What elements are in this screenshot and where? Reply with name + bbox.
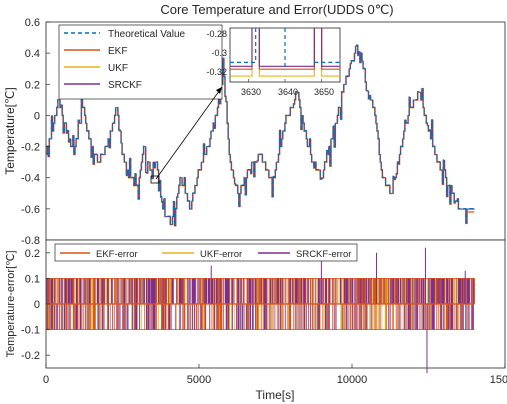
inset-y-tick-2: -0.3 bbox=[211, 48, 227, 58]
bottom-y-tick-label-0: 0.2 bbox=[25, 248, 40, 260]
top-y-tick-label-3: 0 bbox=[34, 110, 40, 122]
top-y-tick-label-2: 0.2 bbox=[25, 79, 40, 91]
top-legend-box bbox=[58, 24, 223, 100]
top-series-theoretical-line bbox=[46, 44, 475, 226]
top-y-tick-label-7: -0.8 bbox=[21, 235, 40, 247]
bottom-y-tick-label-4: -0.2 bbox=[21, 350, 40, 362]
top-y-tick-label-0: 0.6 bbox=[25, 17, 40, 29]
bottom-y-axis-label: Temperature-error[℃] bbox=[5, 250, 17, 357]
top-y-tick-label-6: -0.6 bbox=[21, 204, 40, 216]
inset-callout-arrowhead bbox=[216, 87, 222, 94]
inset-y-tick-3: -0.32 bbox=[206, 67, 227, 77]
bottom-x-tick-label-2: 10000 bbox=[337, 374, 368, 386]
top-plot-series bbox=[45, 44, 475, 227]
legend-label-ekf: EKF bbox=[108, 46, 127, 57]
inset-x-tick-2: 3640 bbox=[278, 87, 298, 97]
chart-title: Core Temperature and Error(UDDS 0℃) bbox=[160, 2, 393, 17]
bottom-plot-series bbox=[46, 247, 476, 374]
bottom-legend: EKF-error UKF-error SRCKF-error bbox=[54, 243, 358, 262]
top-y-ticks: 0.6 0.4 0.2 0 -0.2 -0.4 -0.6 -0.8 bbox=[21, 17, 50, 247]
bottom-x-tick-label-3: 15000 bbox=[490, 374, 507, 386]
bottom-y-tick-label-1: 0.1 bbox=[25, 273, 40, 285]
inset-series bbox=[230, 28, 340, 82]
bottom-x-axis-label: Time[s] bbox=[256, 388, 295, 402]
inset-zoom: -0.28 -0.3 -0.32 3630 3640 3650 bbox=[150, 27, 341, 184]
inset-theoretical-line bbox=[230, 28, 340, 71]
inset-x-tick-3: 3650 bbox=[314, 87, 334, 97]
legend-label-theoretical: Theoretical Value bbox=[108, 29, 186, 40]
bottom-plot: 0.2 0.1 0 -0.1 -0.2 0 5000 10000 15000 bbox=[21, 239, 507, 386]
top-y-tick-label-5: -0.4 bbox=[21, 173, 40, 185]
inset-source-marker bbox=[150, 175, 160, 184]
bottom-y-tick-label-2: 0 bbox=[34, 299, 40, 311]
top-y-tick-label-1: 0.4 bbox=[25, 48, 40, 60]
legend-label-ukf-error: UKF-error bbox=[200, 249, 242, 260]
legend-label-ukf: UKF bbox=[108, 63, 128, 74]
legend-label-ekf-error: EKF-error bbox=[96, 249, 138, 260]
inset-srckf-line bbox=[230, 28, 340, 67]
bottom-y-tick-label-3: -0.1 bbox=[21, 325, 40, 337]
legend-label-srckf-error: SRCKF-error bbox=[296, 249, 351, 260]
legend-label-srckf: SRCKF bbox=[108, 80, 142, 91]
top-y-axis-label: Temperature[℃] bbox=[3, 87, 17, 175]
bottom-y-ticks: 0.2 0.1 0 -0.1 -0.2 bbox=[21, 248, 50, 362]
bottom-x-tick-label-1: 5000 bbox=[187, 374, 211, 386]
top-y-tick-label-4: -0.2 bbox=[21, 142, 40, 154]
bottom-x-ticks: 0 5000 10000 15000 bbox=[43, 364, 507, 386]
inset-x-tick-1: 3630 bbox=[241, 87, 261, 97]
bottom-legend-box bbox=[54, 243, 358, 262]
top-legend: Theoretical Value EKF UKF SRCKF bbox=[58, 24, 223, 100]
inset-y-tick-1: -0.28 bbox=[206, 29, 227, 39]
bottom-x-tick-label-0: 0 bbox=[43, 374, 49, 386]
inset-callout-arrow bbox=[155, 86, 223, 180]
